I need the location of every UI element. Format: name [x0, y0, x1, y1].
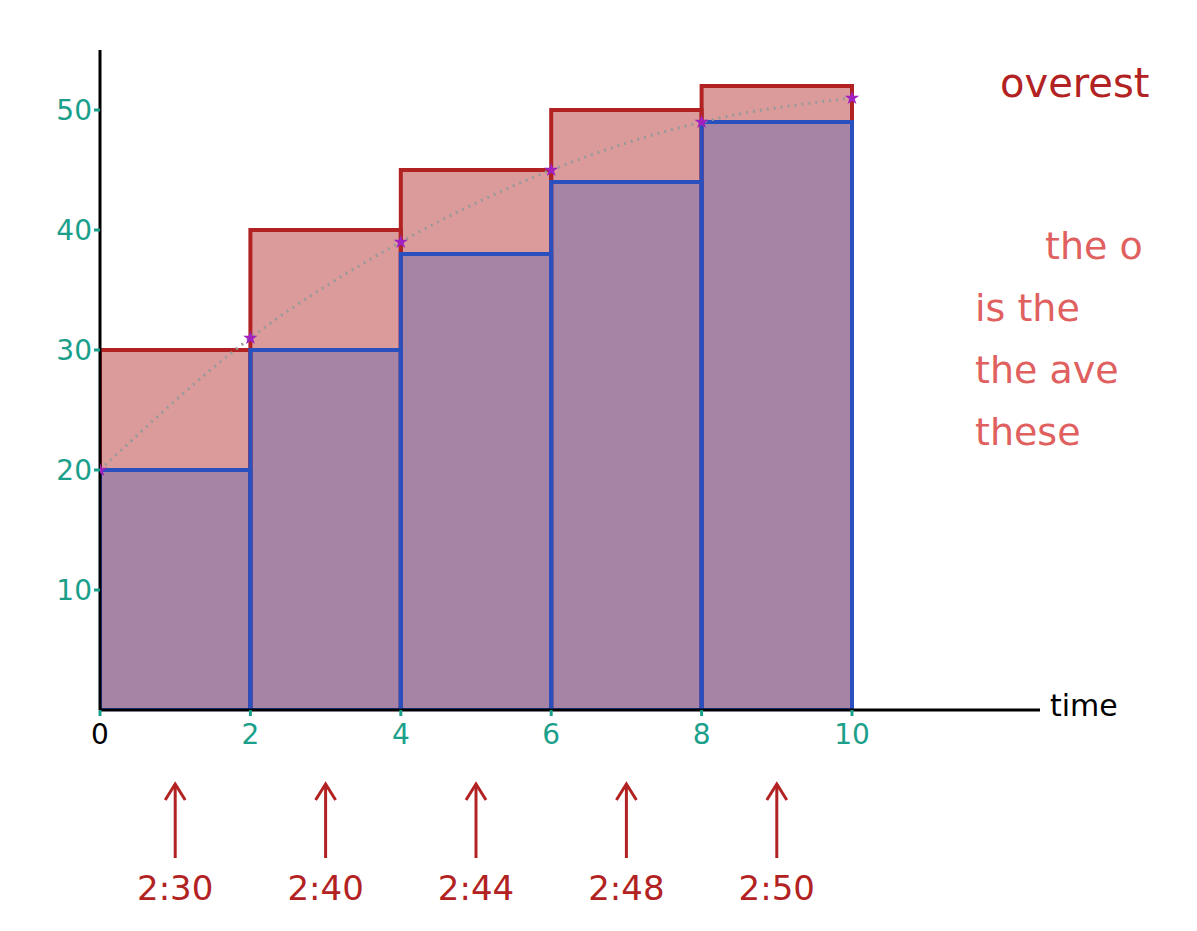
- svg-text:0: 0: [91, 718, 109, 751]
- html-text:the o: the o: [1045, 224, 1143, 268]
- svg-text:8: 8: [693, 718, 711, 751]
- svg-text:10: 10: [56, 574, 92, 607]
- html-text:is the: is the: [975, 286, 1080, 330]
- html-text:overest: overest: [1000, 60, 1150, 106]
- svg-text:2: 2: [241, 718, 259, 751]
- svg-text:2:50: 2:50: [739, 868, 815, 908]
- svg-text:2:48: 2:48: [588, 868, 664, 908]
- svg-text:40: 40: [56, 214, 92, 247]
- html-text:time: time: [1050, 688, 1118, 723]
- svg-text:2:40: 2:40: [287, 868, 363, 908]
- svg-text:2:44: 2:44: [438, 868, 514, 908]
- svg-text:4: 4: [392, 718, 410, 751]
- html-text:these: these: [975, 410, 1081, 454]
- svg-text:20: 20: [56, 454, 92, 487]
- html-text:the ave: the ave: [975, 348, 1119, 392]
- svg-text:6: 6: [542, 718, 560, 751]
- svg-text:50: 50: [56, 94, 92, 127]
- svg-text:2:30: 2:30: [137, 868, 213, 908]
- svg-text:10: 10: [834, 718, 870, 751]
- svg-text:30: 30: [56, 334, 92, 367]
